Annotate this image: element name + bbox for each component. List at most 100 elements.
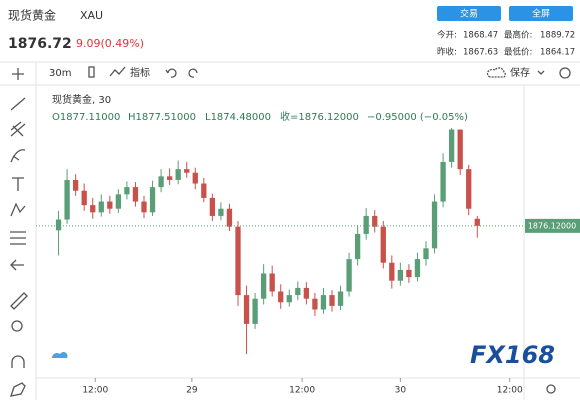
candle-body xyxy=(72,179,79,191)
save[interactable]: 保存 xyxy=(510,66,530,79)
candle-body xyxy=(209,197,216,216)
x-tick-label: 12:00 xyxy=(289,386,315,396)
stat-label: 今开: xyxy=(437,30,457,41)
ruler-tool[interactable] xyxy=(10,292,28,310)
crosshair-tool[interactable] xyxy=(12,68,24,80)
candle-body xyxy=(107,201,113,209)
save-menu[interactable] xyxy=(537,70,545,75)
last-price-box xyxy=(525,218,580,233)
indicators[interactable]: 指标 xyxy=(130,66,150,79)
back-tool[interactable] xyxy=(10,259,24,271)
candle-body xyxy=(337,291,344,306)
magnet-tool[interactable] xyxy=(11,355,25,368)
redo-icon xyxy=(188,68,198,78)
stat-label: 昨收: xyxy=(437,47,457,58)
candle-body xyxy=(354,233,361,260)
price: 1876.72 xyxy=(8,36,72,52)
candle-body xyxy=(149,187,156,213)
line-tool[interactable] xyxy=(10,97,26,111)
candle-body xyxy=(329,295,335,306)
chart-style-icon[interactable] xyxy=(88,66,95,78)
candle-body xyxy=(235,226,241,296)
candle-body xyxy=(431,201,438,249)
fullscreen-button-label[interactable]: 全屏 xyxy=(532,8,550,20)
text-tool[interactable] xyxy=(12,177,24,191)
candle-body xyxy=(81,190,87,206)
change: 9.09(0.49%) xyxy=(76,37,144,50)
stat-value: 1864.17 xyxy=(540,48,575,58)
fullscreen-button[interactable] xyxy=(509,6,573,21)
symbol: XAU xyxy=(80,9,103,22)
candle-body xyxy=(303,287,310,299)
zoom-tool[interactable] xyxy=(11,320,23,332)
fib-tool[interactable] xyxy=(10,121,26,137)
trade-button[interactable] xyxy=(437,6,501,21)
candle-body xyxy=(252,298,258,324)
candle-body xyxy=(474,218,480,226)
candle-body xyxy=(372,215,378,227)
stat-label: 最低价: xyxy=(504,47,532,58)
candle-body xyxy=(397,269,404,281)
legend-name: 现货黄金, 30 xyxy=(52,93,111,106)
title: 现货黄金 xyxy=(8,8,56,23)
legend-high: H1877.51000 xyxy=(128,112,196,123)
candle-body xyxy=(380,226,386,263)
legend-open: O1877.11000 xyxy=(52,112,120,123)
cloud-icon[interactable] xyxy=(486,67,506,78)
stat-value: 1889.72 xyxy=(540,31,575,41)
candle-body xyxy=(124,187,130,195)
indicator-icon[interactable] xyxy=(109,66,126,77)
candle-body xyxy=(184,169,190,173)
logo: FX168 xyxy=(470,341,555,369)
candle-body xyxy=(320,295,327,310)
interval[interactable]: 30m xyxy=(49,68,71,79)
x-tick-label: 12:00 xyxy=(82,386,108,396)
axis-settings[interactable] xyxy=(546,384,556,394)
candle-body xyxy=(466,169,472,209)
candle-body xyxy=(406,269,412,278)
candle-body xyxy=(278,291,284,303)
candle-body xyxy=(423,248,429,260)
legend-close: 收=1876.12000 xyxy=(280,110,359,123)
last-price-label: 1876.12000 xyxy=(528,221,576,230)
stat-value: 1867.63 xyxy=(463,48,498,58)
lock-tool[interactable] xyxy=(10,382,26,397)
candle-body xyxy=(201,183,207,198)
stat-value: 1868.47 xyxy=(463,31,498,41)
settings-icon[interactable] xyxy=(559,67,571,79)
candle-body xyxy=(141,201,147,213)
x-tick-label: 12:00 xyxy=(497,386,523,396)
candle-body xyxy=(64,179,70,220)
candle-body xyxy=(166,176,173,180)
candle-body xyxy=(457,129,463,170)
brush-tool[interactable] xyxy=(10,149,26,163)
candle-body xyxy=(389,262,395,281)
stat-label: 最高价: xyxy=(504,30,532,41)
undo-icon[interactable] xyxy=(165,68,177,78)
candle-body xyxy=(286,295,292,303)
candle-body xyxy=(260,273,267,299)
candle-body xyxy=(346,259,352,292)
candle-body xyxy=(192,172,198,184)
candle-body xyxy=(448,129,455,162)
candle-body xyxy=(115,194,122,209)
candle-body xyxy=(175,169,181,180)
candle-body xyxy=(90,205,96,213)
candle-body xyxy=(218,208,224,216)
candle-body xyxy=(440,161,446,202)
candle-body xyxy=(226,208,233,227)
prediction-tool[interactable] xyxy=(10,231,26,245)
trade-button-label[interactable]: 交易 xyxy=(460,8,478,20)
candle-body xyxy=(243,295,250,324)
candle-body xyxy=(414,259,421,278)
candle-body xyxy=(55,219,62,231)
candle-body xyxy=(363,215,369,234)
x-tick-label: 29 xyxy=(186,386,198,396)
x-tick-label: 30 xyxy=(395,386,407,396)
legend-low: L1874.48000 xyxy=(205,112,271,123)
candle-body xyxy=(98,201,104,213)
watermark-icon xyxy=(52,351,68,358)
legend-change: −0.95000 (−0.05%) xyxy=(367,112,468,123)
pattern-tool[interactable] xyxy=(10,202,26,217)
